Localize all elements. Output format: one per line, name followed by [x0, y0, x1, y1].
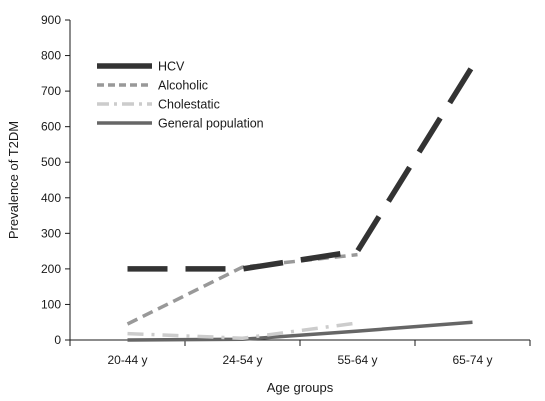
y-ticks: 0 100 200 300 400 500 600 700 800 900: [41, 13, 70, 347]
y-tick-label: 300: [41, 226, 61, 240]
legend-label-alcoholic: Alcoholic: [158, 79, 208, 93]
legend-label-hcv: HCV: [158, 60, 185, 74]
x-tick-label: 55-64 y: [337, 353, 377, 367]
x-tick-label: 65-74 y: [452, 353, 492, 367]
y-axis-title: Prevalence of T2DM: [6, 121, 21, 239]
x-axis-title: Age groups: [267, 380, 334, 395]
legend-label-cholestatic: Cholestatic: [158, 98, 220, 112]
y-tick-label: 700: [41, 84, 61, 98]
series-line-alcoholic: [126, 252, 358, 326]
legend-label-general-population: General population: [158, 117, 264, 131]
legend: HCV Alcoholic Cholestatic General populatio…: [97, 60, 264, 131]
y-tick-label: 900: [41, 13, 61, 27]
y-tick-label: 600: [41, 120, 61, 134]
x-tick-label: 20-44 y: [107, 353, 147, 367]
series-line-cholestatic: [127, 321, 358, 340]
x-ticks: 20-44 y 24-54 y 55-64 y 65-74 y: [69, 340, 531, 367]
y-tick-label: 400: [41, 191, 61, 205]
y-tick-label: 800: [41, 49, 61, 63]
y-tick-label: 500: [41, 155, 61, 169]
series-layer: [126, 64, 475, 342]
series-line-general-population: [127, 320, 473, 342]
x-tick-label: 24-54 y: [222, 353, 262, 367]
y-tick-label: 200: [41, 262, 61, 276]
y-tick-label: 100: [41, 297, 61, 311]
y-tick-label: 0: [54, 333, 61, 347]
